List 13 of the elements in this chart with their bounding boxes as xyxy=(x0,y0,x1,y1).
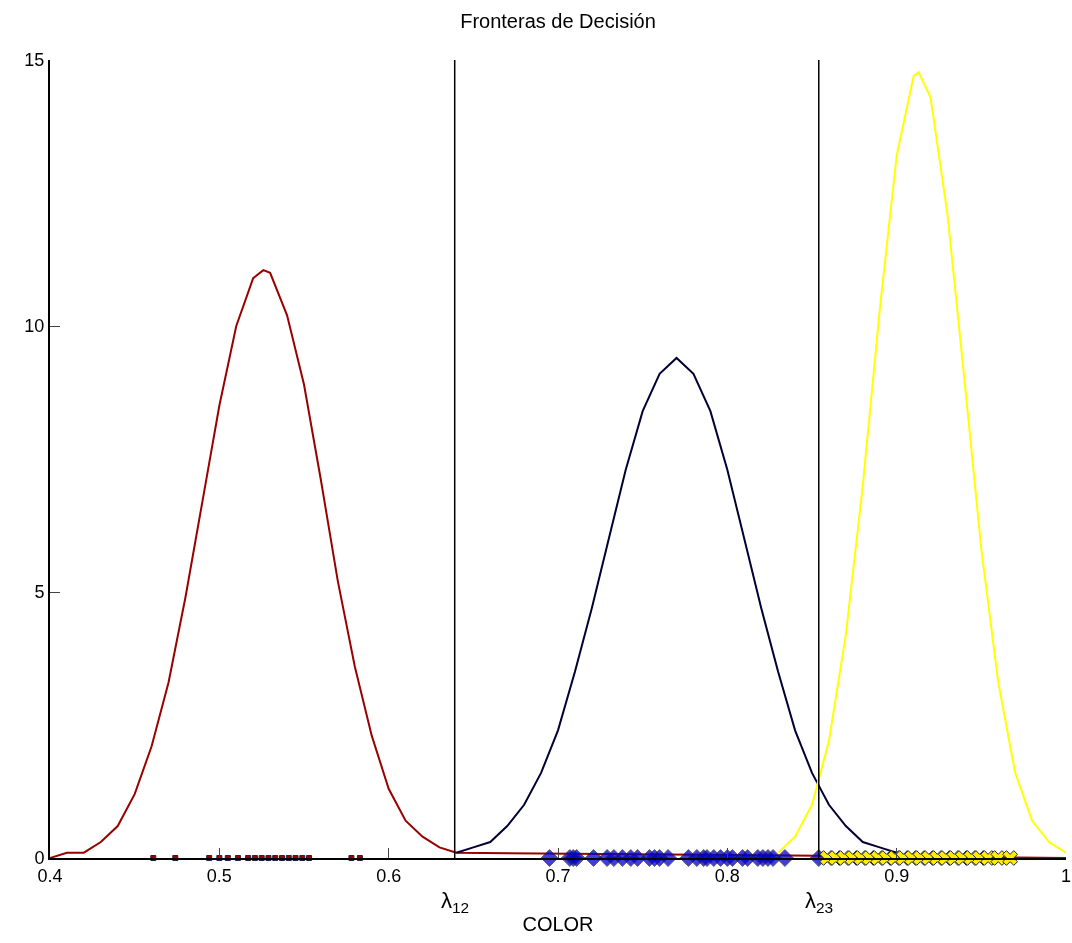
y-tick-label: 5 xyxy=(34,582,45,603)
x-tick-label: 0.6 xyxy=(376,865,402,886)
x-tick-label: 0.5 xyxy=(206,865,232,886)
x-tick-label: 1 xyxy=(1060,865,1072,886)
ref-line-label: λ$_{23}$ xyxy=(805,888,834,916)
y-tick-label: 15 xyxy=(24,50,45,71)
x-tick-label: 0.7 xyxy=(545,865,571,886)
y-tick-label: 10 xyxy=(24,316,45,337)
chart-title: Fronteras de Decisión xyxy=(460,10,656,33)
x-tick-label: 0.9 xyxy=(884,865,910,886)
x-tick-label: 0.8 xyxy=(714,865,740,886)
ref-line-label: λ$_{12}$ xyxy=(441,888,470,916)
x-axis-title: COLOR xyxy=(522,912,594,935)
